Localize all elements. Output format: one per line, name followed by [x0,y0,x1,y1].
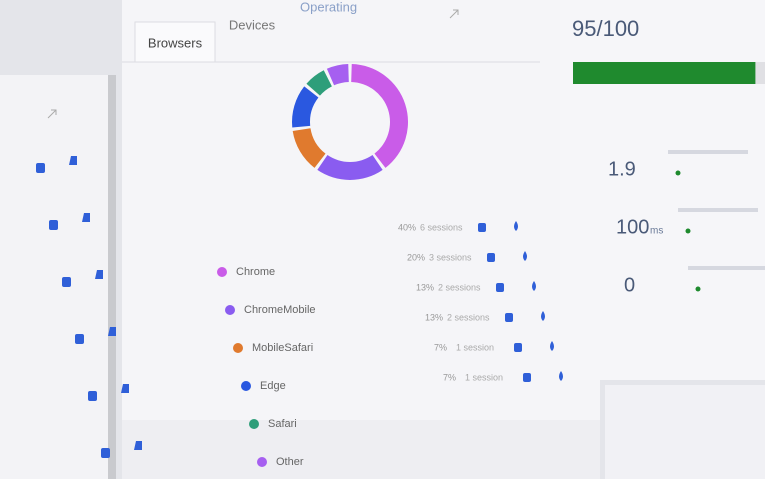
icon [505,313,513,322]
legend-label: Chrome [236,266,275,278]
percent: 13% [425,312,443,322]
legend-label: MobileSafari [252,342,313,354]
icon [82,213,90,222]
icon [532,281,536,291]
score-bar [573,62,756,84]
icon [49,220,58,230]
sessions: 1 session [465,372,503,382]
active-tab[interactable] [134,21,216,63]
legend-label: Safari [268,418,297,430]
metric-unit: ms [650,226,663,237]
legend-label: ChromeMobile [244,304,316,316]
metric-value: 1.9 [608,158,636,180]
performance-panel [560,0,765,380]
tab[interactable]: Operating [300,0,357,14]
sessions: 6 sessions [420,222,463,232]
donut-segment [292,128,326,168]
left-icons [36,156,142,458]
icon [478,223,486,232]
sessions: 1 session [456,342,494,352]
legend: Chrome 40% 6 sessions ChromeMobile 20% 3 sess… [217,221,563,468]
sessions: 2 sessions [438,282,481,292]
percent: 20% [407,252,425,262]
side-card [605,385,765,479]
legend-dot [217,267,227,277]
icon [514,343,522,352]
donut-chart [292,64,408,181]
tab[interactable]: Devices [229,17,276,32]
icon [36,163,45,173]
legend-dot [233,343,243,353]
icon [88,391,97,401]
legend-dot [249,419,259,429]
icon [134,441,142,450]
percent: 7% [434,342,447,352]
browser-panel [122,0,600,420]
legend-dot [225,305,235,315]
legend-dot [257,457,267,467]
percent: 7% [443,372,456,382]
percent: 40% [398,222,416,232]
percent: 13% [416,282,434,292]
metric-value: 100 [616,216,649,238]
icon [121,384,129,393]
legend-label: Other [276,456,304,468]
donut-segment [351,64,408,168]
icon [523,251,527,261]
lower-panel [122,420,600,479]
placeholder [678,208,758,212]
icon [550,341,554,351]
icon [75,334,84,344]
metric-value: 0 [624,274,635,296]
icon [514,221,518,231]
left-panel [0,75,108,479]
performance: 95/100 1.9 100 ms 0 [572,16,765,296]
icon [62,277,71,287]
sessions: 2 sessions [447,312,490,322]
icon [487,253,495,262]
icon [69,156,77,165]
legend-dot [241,381,251,391]
expand-icon[interactable] [449,9,459,19]
tab[interactable]: Browsers [148,35,203,50]
donut-segment [326,64,349,86]
icon [559,371,563,381]
donut-segment [317,155,383,181]
divider [108,75,116,479]
sessions: 3 sessions [429,252,472,262]
placeholder [688,266,765,270]
icon [101,448,110,458]
icon [496,283,504,292]
icon [541,311,545,321]
donut-segment [292,86,319,128]
icon [95,270,103,279]
icon [523,373,531,382]
score: 95/100 [572,16,639,41]
expand-icon[interactable] [47,109,57,119]
placeholder [668,150,748,154]
legend-label: Edge [260,380,286,392]
status-dot [685,228,691,234]
status-dot [695,286,701,292]
status-dot [675,170,681,176]
donut-segment [306,70,332,96]
icon [108,327,116,336]
